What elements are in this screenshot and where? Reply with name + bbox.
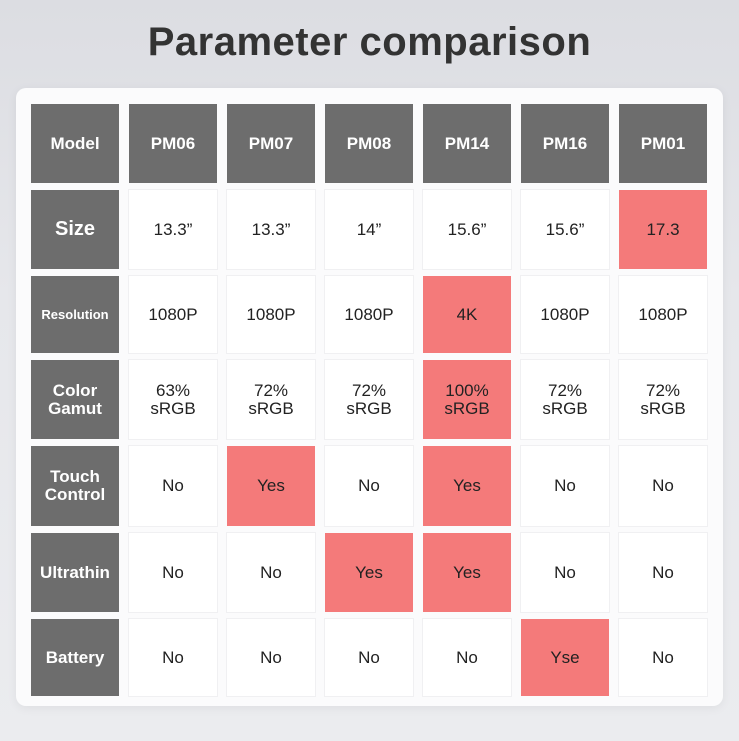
table-cell: 1080P [521,276,609,353]
cell-line: sRGB [444,398,490,418]
cell-line: 63% [155,380,191,400]
table-cell: Yes [325,533,413,612]
row-header-line: Control [44,485,106,504]
cell-line: sRGB [248,398,294,418]
column-header-model: PM08 [325,104,413,183]
comparison-table: Model PM06 PM07 PM08 PM14 PM16 PM01 Size… [31,104,707,696]
row-header-ultrathin: Ultrathin [31,533,119,612]
table-cell: 17.3 [619,190,707,269]
cell-line: sRGB [346,398,392,418]
table-cell: No [325,446,413,526]
table-cell: Yes [423,446,511,526]
table-cell: Yes [227,446,315,526]
row-header-battery: Battery [31,619,119,696]
table-cell: No [325,619,413,696]
page-title: Parameter comparison [147,20,592,64]
column-header-model: PM01 [619,104,707,183]
table-cell: No [129,533,217,612]
cell-line: 72% [547,380,583,400]
table-corner-header: Model [31,104,119,183]
table-cell: 1080P [129,276,217,353]
table-cell: 13.3” [129,190,217,269]
row-header-color-gamut: Color Gamut [31,360,119,439]
table-cell: 72% sRGB [521,360,609,439]
table-cell: No [521,446,609,526]
row-header-size: Size [31,190,119,269]
table-cell: 13.3” [227,190,315,269]
table-cell: No [423,619,511,696]
cell-line: 72% [351,380,387,400]
row-header-line: Color [52,380,98,400]
column-header-model: PM07 [227,104,315,183]
table-cell: 15.6” [521,190,609,269]
table-cell: No [227,533,315,612]
table-cell: 1080P [619,276,707,353]
table-cell: 100% sRGB [423,360,511,439]
table-cell: 15.6” [423,190,511,269]
table-cell: 72% sRGB [619,360,707,439]
cell-line: sRGB [640,398,686,418]
table-cell: No [227,619,315,696]
table-cell: 63% sRGB [129,360,217,439]
table-cell: 72% sRGB [227,360,315,439]
column-header-model: PM16 [521,104,609,183]
cell-line: sRGB [542,398,588,418]
row-header-resolution: Resolution [31,276,119,353]
cell-line: 72% [645,380,681,400]
table-cell: 1080P [227,276,315,353]
row-header-line: Gamut [48,398,102,418]
cell-line: 72% [253,380,289,400]
table-cell: No [619,446,707,526]
table-cell: Yes [423,533,511,612]
table-cell: No [619,619,707,696]
table-cell: 4K [423,276,511,353]
table-cell: Yse [521,619,609,696]
table-cell: No [619,533,707,612]
row-header-line: Touch [50,467,100,487]
table-cell: 14” [325,190,413,269]
table-cell: 1080P [325,276,413,353]
table-cell: 72% sRGB [325,360,413,439]
table-cell: No [129,619,217,696]
column-header-model: PM14 [423,104,511,183]
row-header-touch-control: Touch Control [31,446,119,526]
cell-line: sRGB [150,398,196,418]
table-cell: No [521,533,609,612]
cell-line: 100% [445,380,489,400]
column-header-model: PM06 [129,104,217,183]
table-cell: No [129,446,217,526]
